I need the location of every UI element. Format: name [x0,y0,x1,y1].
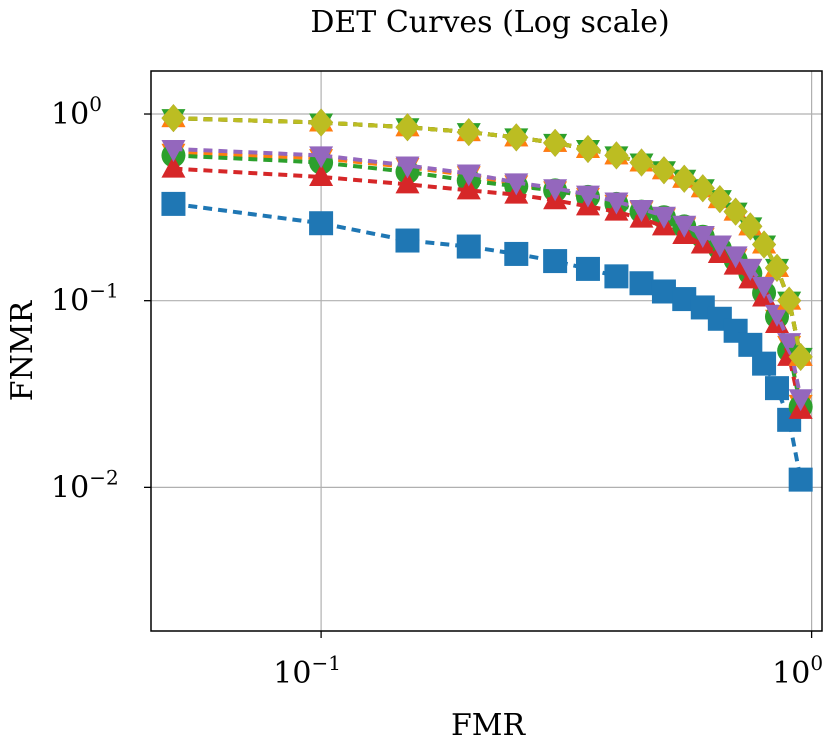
data-point [395,228,420,253]
data-point [690,225,715,248]
y-axis-label: FNMR [5,299,40,401]
chart-title: DET Curves (Log scale) [310,5,669,40]
data-point [395,113,420,142]
data-point [752,230,777,259]
data-point [672,215,697,238]
data-point [651,279,676,304]
data-point [395,156,420,179]
data-point [629,271,654,296]
data-point [629,148,654,177]
series-9 [161,104,813,371]
data-point [456,118,481,147]
data-point [456,234,481,259]
data-point [707,235,732,258]
data-point [543,179,568,202]
data-point [723,246,748,269]
data-point [604,264,629,289]
data-point [309,163,334,186]
data-point [161,191,186,216]
data-point [504,173,529,196]
x-tick-label: 100 [772,651,823,691]
data-point [672,164,697,193]
data-point [764,304,789,327]
data-point [690,174,715,203]
data-point [456,164,481,187]
series-line [173,166,803,411]
data-point [161,155,186,178]
data-point [764,253,789,282]
y-tick-label: 10−2 [51,465,119,505]
data-point [764,376,789,401]
data-point [738,258,763,281]
x-tick-label: 10−1 [273,651,341,691]
data-point [575,134,600,163]
x-axis-label: FMR [451,708,527,743]
y-tick-label: 100 [51,92,102,132]
data-point [575,256,600,281]
data-point [707,185,732,214]
data-point [604,141,629,170]
data-point [309,146,334,169]
data-point [504,241,529,266]
data-point [604,192,629,215]
data-point [651,206,676,229]
data-point [752,276,777,299]
data-point [788,389,813,412]
data-point [161,139,186,162]
axis-ticks: 10−1 100 100 10−1 10−2 [51,92,823,691]
data-point [629,199,654,222]
data-point [395,171,420,194]
series-4 [161,139,813,412]
data-point [723,197,748,226]
plot-area [161,104,813,492]
data-point [309,211,334,236]
data-point [738,212,763,241]
data-point [504,123,529,152]
data-point [543,249,568,274]
data-point [777,286,802,315]
plot-frame [150,70,823,632]
series-0 [161,191,813,492]
data-point [161,104,186,133]
data-point [456,177,481,200]
y-tick-label: 10−1 [51,279,119,319]
data-point [752,351,777,376]
data-point [788,467,813,492]
data-point [651,156,676,185]
data-point [575,185,600,208]
data-point [543,128,568,157]
series-2 [161,143,813,419]
data-point [788,342,813,371]
data-point [309,108,334,137]
